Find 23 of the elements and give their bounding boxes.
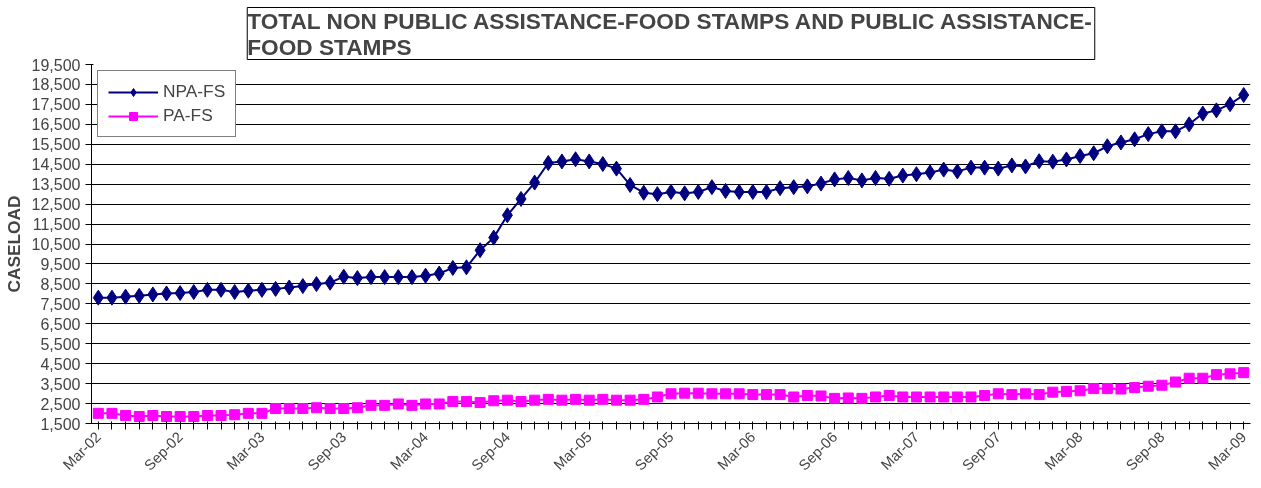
y-tick-label: 12,500 [31, 196, 81, 214]
y-tick-label: 4,500 [40, 355, 81, 373]
legend-label: PA-FS [163, 105, 213, 126]
y-tick-label: 3,500 [40, 375, 81, 393]
y-tick-label: 6,500 [40, 315, 81, 333]
y-tick-label: 5,500 [40, 335, 81, 353]
y-tick-label: 7,500 [40, 295, 81, 313]
y-tick-label: 15,500 [31, 136, 81, 154]
y-axis-title: CASELOAD [3, 195, 24, 293]
y-tick-label: 11,500 [32, 216, 81, 234]
y-tick-label: 1,500 [40, 415, 81, 433]
y-tick-label: 19,500 [31, 56, 81, 74]
y-tick-label: 13,500 [31, 176, 81, 194]
y-tick-label: 14,500 [31, 156, 81, 174]
y-tick-label: 17,500 [31, 96, 81, 114]
y-tick-label: 2,500 [40, 395, 81, 413]
y-tick-label: 9,500 [40, 255, 81, 273]
y-tick-label: 8,500 [40, 275, 81, 293]
y-tick-label: 10,500 [31, 236, 81, 253]
y-tick-label: 16,500 [31, 116, 81, 134]
y-tick-label: 18,500 [31, 76, 81, 94]
legend-label: NPA-FS [163, 81, 226, 102]
chart-title: TOTAL NON PUBLIC ASSISTANCE-FOOD STAMPS AND PUBLIC ASSISTANCE-FOOD STAMPS [247, 7, 1092, 60]
